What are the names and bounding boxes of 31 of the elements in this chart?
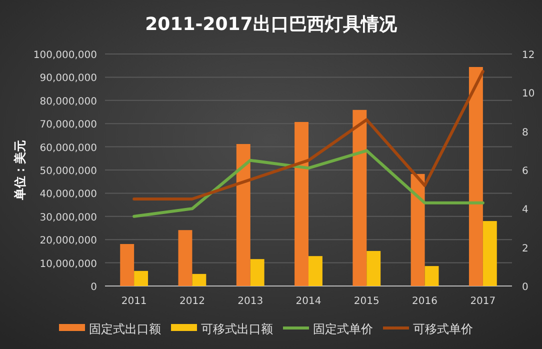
y2-tick-label: 8	[522, 127, 528, 138]
y-tick-label: 10,000,000	[40, 258, 97, 270]
y2-tick-label: 4	[522, 204, 528, 216]
y-tick-label: 90,000,000	[40, 73, 97, 84]
x-tick-label: 2015	[354, 296, 380, 307]
x-tick-label: 2012	[179, 296, 205, 307]
y2-tick-label: 0	[522, 282, 528, 293]
y-tick-label: 80,000,000	[40, 96, 97, 108]
y-tick-label: 30,000,000	[40, 212, 97, 224]
y-tick-label: 70,000,000	[40, 120, 97, 131]
y-tick-label: 20,000,000	[40, 236, 97, 247]
y2-tick-label: 10	[522, 88, 535, 100]
y2-tick-label: 6	[522, 166, 528, 177]
chart-title: 2011-2017出口巴西灯具情况	[145, 14, 398, 35]
y2-tick-label: 12	[522, 50, 535, 61]
x-tick-label: 2016	[412, 296, 438, 307]
y-tick-label: 0	[90, 282, 97, 293]
legend-label: 固定式出口额	[89, 322, 161, 336]
legend-label: 可移式出口额	[201, 322, 273, 336]
y-tick-label: 100,000,000	[33, 50, 97, 61]
y-tick-label: 40,000,000	[40, 189, 97, 200]
x-tick-label: 2014	[296, 296, 322, 307]
y-tick-label: 50,000,000	[40, 166, 97, 177]
x-tick-label: 2013	[238, 296, 264, 307]
y2-tick-label: 2	[522, 243, 528, 254]
x-tick-label: 2011	[121, 296, 147, 307]
legend-label: 可移式单价	[413, 322, 473, 336]
y-tick-label: 60,000,000	[40, 142, 97, 154]
y-axis-title: 单位：美元	[13, 140, 27, 201]
x-tick-label: 2017	[470, 296, 496, 307]
legend-label: 固定式单价	[313, 322, 373, 336]
